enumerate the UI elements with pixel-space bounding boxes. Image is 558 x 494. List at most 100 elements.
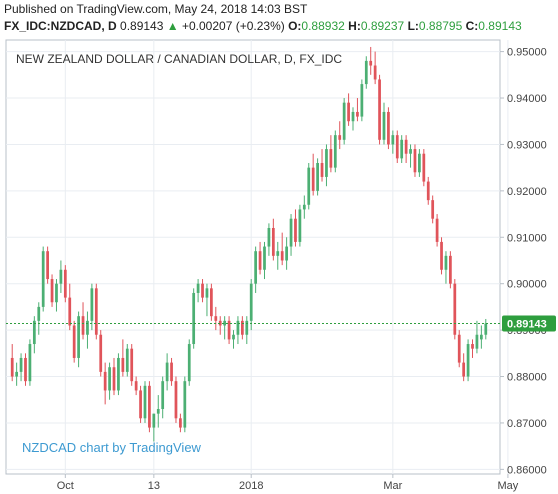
last-price-tag <box>502 315 556 332</box>
candle-body <box>156 409 160 414</box>
candle-body <box>37 306 41 321</box>
candle-body <box>325 149 328 177</box>
candle-body <box>387 111 390 145</box>
candle-body <box>409 149 412 154</box>
candle-body <box>302 204 306 210</box>
candle-body <box>130 348 134 382</box>
candle-body <box>382 111 386 140</box>
candle-body <box>32 320 36 345</box>
y-tick-label: 0.91000 <box>507 232 547 244</box>
candles-group <box>10 46 488 442</box>
candle-body <box>179 418 182 428</box>
candle-body <box>347 102 350 122</box>
candle-body <box>125 348 129 372</box>
high-value: 0.89237 <box>360 19 405 33</box>
last-price: 0.89143 <box>120 19 164 33</box>
candle-body <box>435 218 439 242</box>
candle-body <box>378 79 381 140</box>
candle-body <box>294 218 297 242</box>
published-caption: Published on TradingView.com, May 24, 20… <box>4 2 308 16</box>
candle-body <box>72 325 76 358</box>
candle-body <box>86 320 89 335</box>
candle-body <box>19 357 23 372</box>
candle-body <box>289 218 293 247</box>
candle-body <box>360 84 364 117</box>
plot-area[interactable] <box>5 39 501 475</box>
candle-body <box>223 320 227 326</box>
candle-body <box>320 163 324 177</box>
candle-body <box>94 288 98 335</box>
candle-body <box>90 288 94 321</box>
candle-body <box>426 181 430 201</box>
candle-body <box>276 251 280 256</box>
candle-body <box>227 320 231 340</box>
candle-body <box>369 60 373 66</box>
candle-body <box>81 316 85 335</box>
low-label: L: <box>407 19 419 33</box>
y-axis: 0.95000 0.94000 0.93000 0.92000 0.91000 0.900… <box>500 47 547 476</box>
candle-body <box>333 135 337 168</box>
candle-body <box>316 163 319 191</box>
candle-body <box>205 288 209 298</box>
candle-body <box>55 283 58 303</box>
candle-body <box>245 320 249 335</box>
candle-body <box>117 357 120 391</box>
close-value: 0.89143 <box>478 19 522 33</box>
candle-body <box>263 246 266 270</box>
candle-body <box>400 139 404 159</box>
candle-body <box>143 385 147 419</box>
x-tick-label: 13 <box>148 480 160 492</box>
candle-body <box>161 381 165 410</box>
candle-body <box>249 283 253 321</box>
candle-body <box>307 167 311 205</box>
candle-body <box>50 279 54 303</box>
price-change: +0.00207 (+0.23%) <box>181 19 285 33</box>
y-tick-label: 0.94000 <box>507 93 547 105</box>
y-tick-label: 0.92000 <box>507 186 547 198</box>
last-price-tag-label: 0.89143 <box>507 318 547 330</box>
candle-body <box>471 344 474 349</box>
candle-body <box>174 381 178 419</box>
candle-body <box>139 390 142 419</box>
candle-body <box>418 153 421 173</box>
high-label: H: <box>348 19 361 33</box>
candle-body <box>108 367 111 391</box>
candle-body <box>479 334 483 340</box>
candle-body <box>103 371 107 391</box>
candle-body <box>201 283 204 298</box>
candle-body <box>364 60 368 85</box>
candle-body <box>187 344 191 382</box>
candle-body <box>285 246 288 261</box>
candle-body <box>329 149 333 168</box>
candle-body <box>210 288 213 317</box>
candle-body <box>413 149 417 173</box>
candle-body <box>165 362 169 382</box>
candle-body <box>440 241 443 270</box>
candle-body <box>431 200 435 219</box>
candle-body <box>280 251 284 261</box>
y-tick-label: 0.95000 <box>507 47 547 59</box>
candle-body <box>356 111 359 117</box>
x-axis: Oct 13 2018 Mar May <box>57 474 519 492</box>
candle-body <box>475 334 479 349</box>
candle-body <box>112 367 116 391</box>
candle-body <box>121 357 125 372</box>
candle-body <box>258 251 262 270</box>
y-tick-label: 0.88000 <box>507 372 547 384</box>
candle-body <box>422 153 426 182</box>
candle-body <box>342 102 346 140</box>
change-arrow-icon: ▲ <box>166 19 179 33</box>
x-tick-label: 2018 <box>239 480 263 492</box>
candle-body <box>466 344 470 377</box>
grid-lines <box>6 40 509 474</box>
candle-body <box>134 381 138 391</box>
candle-body <box>453 283 457 335</box>
candle-body <box>41 251 45 307</box>
y-tick-label: 0.93000 <box>507 139 547 151</box>
candle-body <box>267 227 271 247</box>
candle-body <box>46 251 49 280</box>
candle-body <box>152 413 156 428</box>
y-tick-label: 0.87000 <box>507 418 547 430</box>
chart-title: NEW ZEALAND DOLLAR / CANADIAN DOLLAR, D,… <box>16 52 342 66</box>
